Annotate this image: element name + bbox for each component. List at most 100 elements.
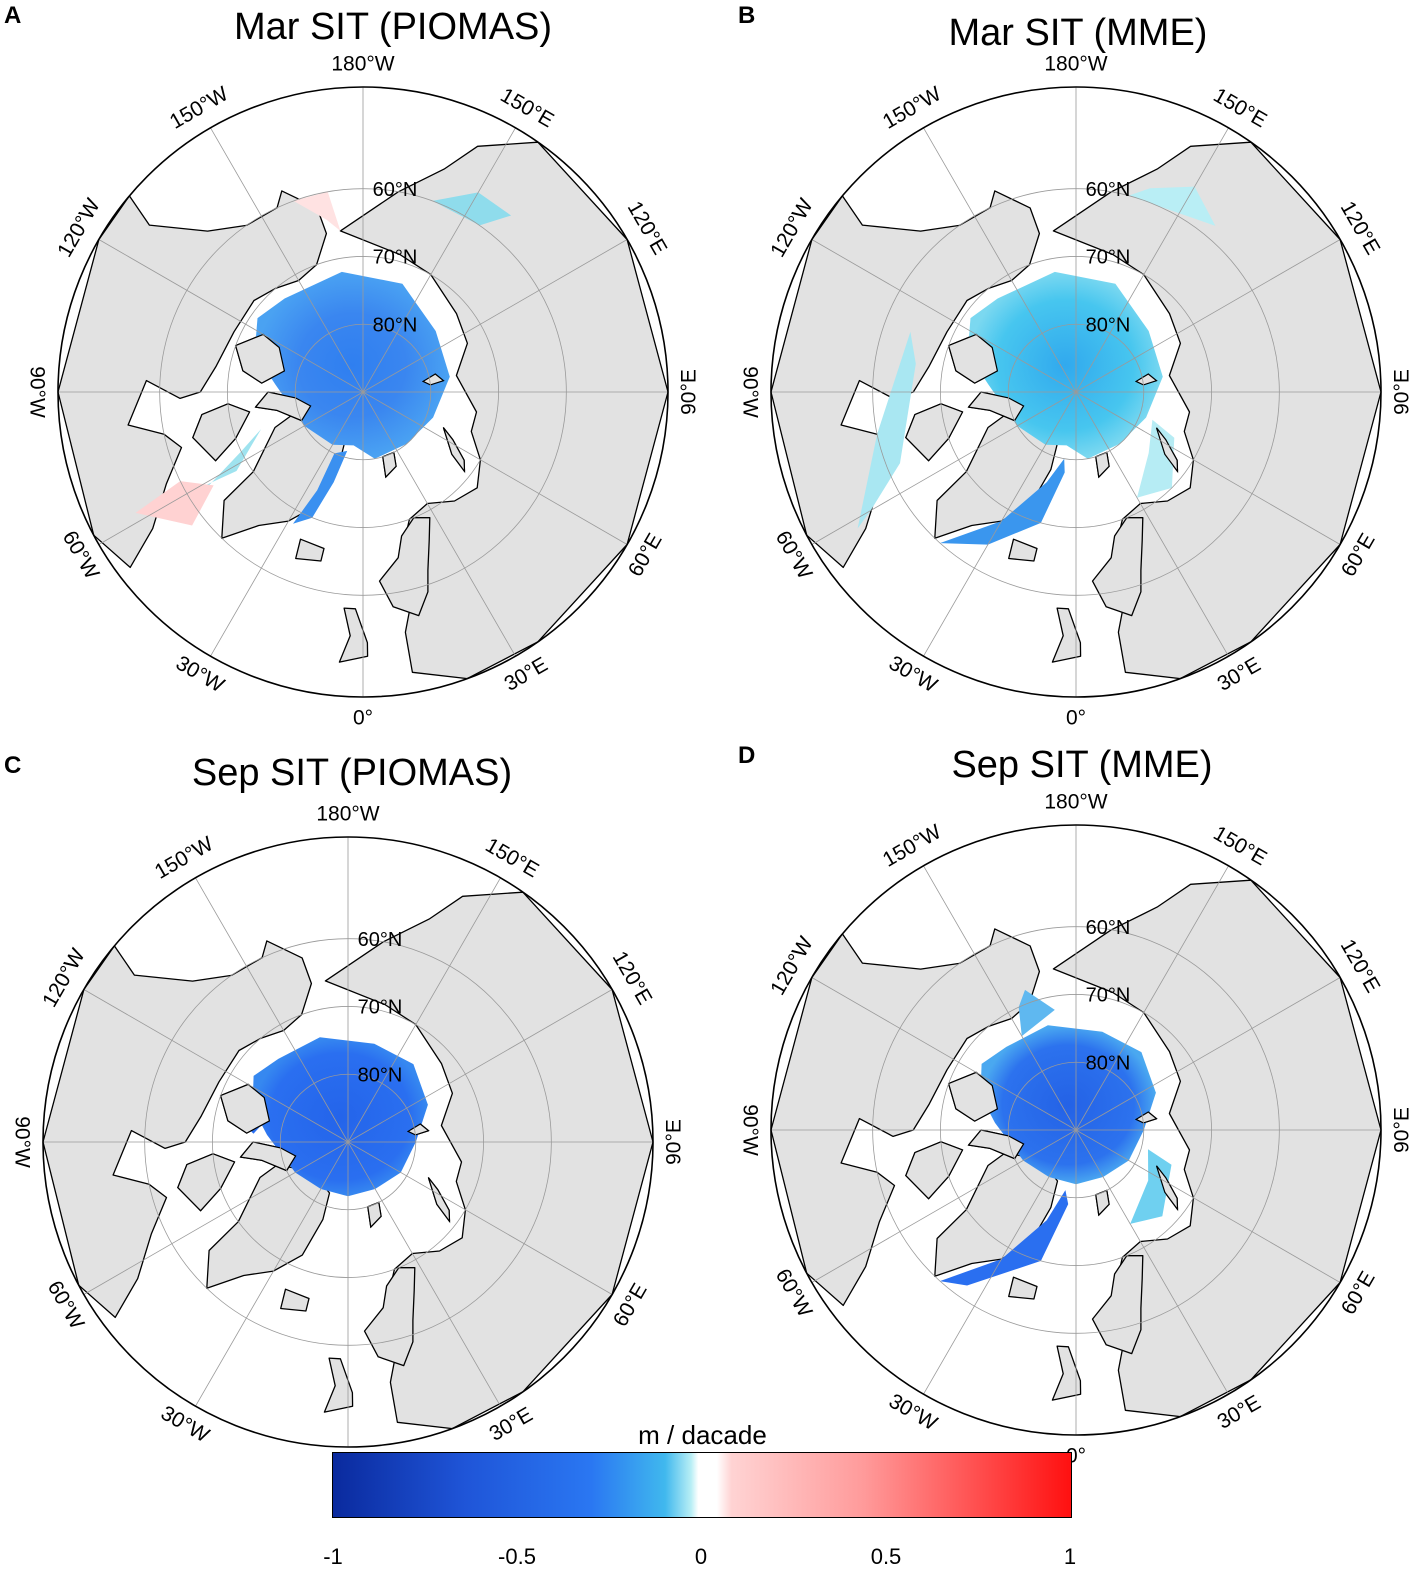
landmass-iceland: [1008, 538, 1038, 562]
meridian-line: [362, 391, 628, 545]
meridian-line: [1075, 239, 1341, 393]
map-frame: [770, 824, 1382, 1436]
meridian-line: [1075, 865, 1229, 1131]
colorbar-gradient: [332, 1452, 1072, 1518]
island-novaya: [442, 427, 466, 474]
colorbar-tick: 1: [1063, 1544, 1077, 1569]
meridian-line: [98, 391, 364, 545]
meridian-line: [811, 239, 1077, 393]
colorbar: m / dacade -1 -0.5 0 0.5 1: [323, 1420, 1077, 1580]
island-sevzem: [421, 373, 445, 386]
meridian-line: [1075, 127, 1229, 393]
meridian-line: [83, 1141, 349, 1295]
meridian-line: [347, 1141, 613, 1295]
meridian-line: [923, 865, 1077, 1131]
latitude-label: 70°N: [1086, 985, 1131, 1007]
latitude-label: 70°N: [358, 997, 403, 1019]
colorbar-tick: -0.5: [498, 1544, 536, 1569]
map-frame: [42, 836, 654, 1448]
meridian-line: [1075, 1129, 1229, 1395]
landmass-namerica: [57, 190, 328, 569]
meridian-line: [362, 239, 628, 393]
panel-letter-b: B: [738, 2, 756, 29]
meridian-line: [923, 1129, 1077, 1395]
landmass-namerica: [770, 928, 1041, 1307]
landmass-scand: [1091, 517, 1144, 617]
longitude-label: 90°E: [678, 369, 701, 415]
latitude-label: 60°N: [358, 929, 403, 951]
graticule: [58, 87, 668, 697]
latitude-label: 60°N: [1086, 917, 1131, 939]
meridian-line: [811, 391, 1077, 545]
trend-field: [1128, 186, 1216, 226]
meridian-line: [195, 1141, 349, 1407]
panel-letter-a: A: [4, 2, 22, 29]
island-sevzem: [1134, 373, 1158, 386]
landmass-uk: [1051, 607, 1082, 663]
meridian-line: [923, 391, 1077, 657]
colorbar-tick: 0.5: [870, 1544, 902, 1569]
sea-ice-trend-layer: [905, 989, 1179, 1286]
trend-field: [1018, 989, 1055, 1037]
longitude-label: 90°W: [738, 366, 761, 418]
island-novaya: [427, 1177, 451, 1224]
meridian-line: [83, 989, 349, 1143]
trend-field: [857, 331, 916, 529]
panel-letter-c: C: [4, 752, 22, 779]
trend-field: [432, 192, 512, 226]
longitude-label: 180°W: [316, 803, 379, 826]
trend-field: [293, 191, 341, 231]
longitude-label: 90°W: [25, 366, 48, 418]
sea-ice-trend-layer: [177, 1037, 451, 1229]
latitude-label: 60°N: [373, 179, 418, 201]
landmass-scand: [378, 517, 431, 617]
island-caa3: [192, 403, 251, 462]
panel-title-c: Sep SIT (PIOMAS): [191, 752, 513, 794]
map-c: 180°W150°E120°E90°E60°E30°E0°30°W60°W90°…: [10, 803, 685, 1480]
panel-title-a: Mar SIT (PIOMAS): [233, 6, 553, 48]
colorbar-tick: -1: [323, 1544, 343, 1569]
longitude-label: 0°: [1066, 707, 1086, 730]
meridian-line: [362, 127, 516, 393]
latitude-label: 80°N: [1086, 315, 1131, 337]
latitude-label: 60°N: [1086, 179, 1131, 201]
trend-field: [939, 1190, 1069, 1286]
landmass-uk: [323, 1357, 354, 1413]
landmass-scand: [1091, 1255, 1144, 1355]
landmass-uk: [338, 607, 369, 663]
longitude-label: 90°W: [10, 1116, 33, 1168]
longitude-label: 180°W: [1044, 53, 1107, 76]
island-caa3: [177, 1153, 236, 1212]
island-novaya: [1155, 427, 1179, 474]
meridian-line: [210, 127, 364, 393]
island-caa3: [905, 403, 964, 462]
meridian-line: [1075, 391, 1229, 657]
meridian-line: [1075, 977, 1341, 1131]
landmass-iceland: [295, 538, 325, 562]
meridian-line: [195, 877, 349, 1143]
meridian-line: [347, 989, 613, 1143]
meridian-line: [362, 391, 516, 657]
meridian-line: [347, 1141, 501, 1407]
map-frame: [57, 86, 669, 698]
longitude-label: 90°E: [1391, 369, 1414, 415]
map-b: 180°W150°E120°E90°E60°E30°E0°30°W60°W90°…: [738, 53, 1413, 730]
landmass-uk: [1051, 1345, 1082, 1401]
map-d: 180°W150°E120°E90°E60°E30°E0°30°W60°W90°…: [738, 791, 1413, 1468]
island-sevzem: [1134, 1111, 1158, 1124]
panel-letter-d: D: [738, 742, 756, 769]
longitude-label: 0°: [353, 707, 373, 730]
longitude-label: 90°W: [738, 1104, 761, 1156]
meridian-line: [811, 977, 1077, 1131]
longitude-label: 180°W: [1044, 791, 1107, 814]
panel-title-d: Sep SIT (MME): [951, 744, 1213, 786]
trend-field: [1130, 1149, 1172, 1224]
meridian-line: [98, 239, 364, 393]
landmass-scand: [363, 1267, 416, 1367]
longitude-label: 90°E: [663, 1119, 686, 1165]
longitude-label: 90°E: [1391, 1107, 1414, 1153]
graticule: [771, 825, 1381, 1435]
sea-ice-trend-layer: [135, 191, 512, 526]
landmass-iceland: [280, 1288, 310, 1312]
